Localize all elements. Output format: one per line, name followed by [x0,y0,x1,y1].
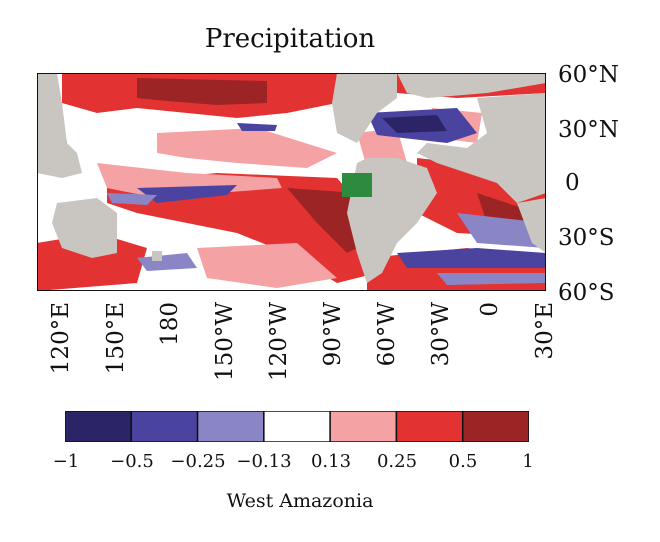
lat-label: 30°S [558,225,615,251]
colorbar [65,411,529,442]
lon-label: 60°W [374,302,400,367]
colorbar-swatch [196,411,265,442]
colorbar-tick-label: −0.25 [170,451,226,472]
lon-label-wrapper: 0 [475,302,505,392]
lat-label: 60°N [558,62,619,88]
lon-label-wrapper: 150°W [210,302,240,392]
colorbar-swatch [395,411,464,442]
colorbar-tick-label: −0.5 [110,451,154,472]
lon-label-wrapper: 30°E [530,302,560,392]
lon-label-wrapper: 60°W [372,302,402,392]
negative-correlation-fields [42,108,546,285]
colorbar-tick-label: 1 [522,451,534,472]
lat-label: 30°N [558,117,619,143]
lon-label: 120°W [266,302,292,382]
lon-label: 150°E [103,302,129,375]
lon-label-wrapper: 120°W [264,302,294,392]
map-title: Precipitation [204,24,376,54]
map-frame [37,73,546,291]
lon-label: 30°E [532,302,558,360]
lon-label: 120°E [48,302,74,375]
lat-label: 60°S [558,280,615,306]
colorbar-tick-label: −1 [52,451,80,472]
caption: West Amazonia [226,490,374,512]
colorbar-tick-label: 0.25 [376,451,418,472]
lon-label-wrapper: 30°W [426,302,456,392]
colorbar-swatch [263,411,331,442]
west-amazonia-region [342,173,372,197]
colorbar-swatch [65,411,133,442]
colorbar-swatch [329,411,398,442]
lon-label: 180 [157,302,183,346]
colorbar-tick-label: −0.13 [236,451,292,472]
colorbar-tick-label: 0.5 [448,451,478,472]
colorbar-swatch [461,411,529,442]
lon-label-wrapper: 90°W [318,302,348,392]
lon-label: 90°W [320,302,346,367]
lon-label-wrapper: 150°E [101,302,131,392]
lon-label: 150°W [212,302,238,382]
lon-label-wrapper: 180 [155,302,185,392]
precipitation-map [37,73,546,291]
lon-label-wrapper: 120°E [46,302,76,392]
lon-label: 30°W [428,302,454,367]
colorbar-tick-label: 0.13 [310,451,352,472]
lat-label: 0 [565,170,580,196]
colorbar-swatch [130,411,199,442]
lon-label: 0 [477,302,503,317]
